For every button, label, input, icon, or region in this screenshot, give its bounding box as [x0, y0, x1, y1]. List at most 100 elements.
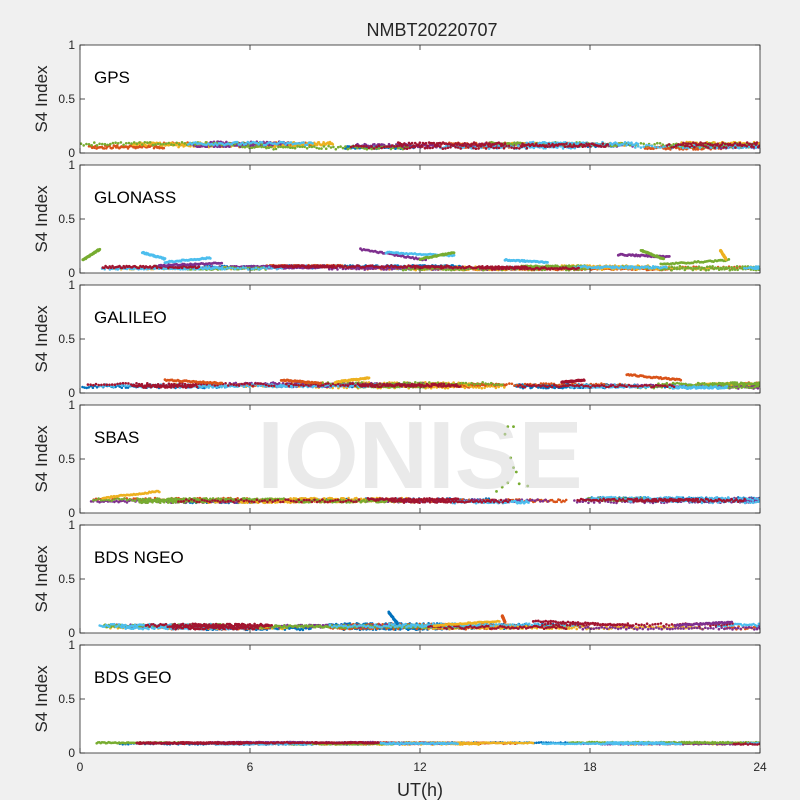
data-point	[212, 143, 215, 147]
data-point	[750, 145, 753, 148]
data-point	[436, 144, 440, 148]
data-points	[81, 247, 760, 272]
data-point	[409, 268, 413, 271]
data-point	[606, 143, 610, 146]
data-point	[636, 142, 640, 146]
data-point	[426, 144, 429, 147]
data-point	[341, 146, 345, 150]
data-point	[363, 147, 366, 150]
data-point	[738, 143, 742, 147]
data-point	[497, 146, 501, 150]
data-point	[720, 267, 724, 271]
data-point	[487, 145, 491, 148]
data-point	[310, 145, 314, 149]
data-point	[444, 268, 448, 272]
data-point	[357, 264, 361, 268]
data-point	[259, 267, 263, 270]
data-point	[382, 268, 386, 271]
data-point	[731, 268, 734, 271]
data-point	[254, 266, 258, 270]
data-point	[752, 145, 755, 149]
data-point	[439, 145, 442, 149]
data-point	[146, 141, 149, 144]
data-point	[672, 145, 676, 149]
data-point	[221, 142, 224, 146]
data-point	[463, 142, 467, 145]
data-point	[102, 266, 106, 270]
data-point	[404, 268, 408, 272]
data-point	[686, 144, 689, 147]
data-point	[743, 266, 746, 270]
data-point	[694, 267, 697, 270]
data-point	[143, 141, 147, 144]
data-point	[302, 141, 305, 144]
data-point	[279, 143, 282, 146]
data-point	[413, 267, 417, 270]
data-point	[450, 268, 453, 272]
data-point	[282, 141, 286, 144]
data-point	[275, 267, 279, 271]
data-point	[583, 145, 587, 148]
data-point	[122, 143, 125, 147]
data-point	[380, 265, 384, 268]
data-point	[692, 141, 695, 144]
data-point	[600, 145, 603, 148]
data-point	[723, 142, 727, 146]
data-point	[183, 142, 186, 145]
data-point	[722, 145, 726, 149]
data-point	[393, 267, 396, 270]
data-point	[253, 146, 256, 149]
data-point	[690, 144, 694, 147]
data-point	[684, 142, 688, 145]
data-point	[194, 143, 197, 146]
data-point	[388, 145, 391, 148]
data-point	[87, 143, 91, 146]
data-point	[339, 145, 342, 148]
data-point	[471, 142, 474, 146]
data-point	[454, 145, 457, 149]
data-point	[159, 142, 162, 146]
data-point	[431, 146, 434, 150]
data-point	[388, 265, 391, 269]
data-point	[418, 141, 422, 144]
data-point	[735, 265, 739, 268]
data-point	[369, 264, 372, 268]
data-point	[447, 268, 450, 271]
data-point	[274, 147, 278, 151]
data-point	[360, 145, 363, 148]
data-point	[336, 145, 340, 149]
data-point	[257, 145, 261, 148]
data-point	[525, 147, 529, 150]
data-point	[507, 144, 511, 148]
data-point	[395, 144, 399, 148]
data-point	[98, 247, 102, 251]
data-point	[571, 145, 574, 149]
data-point	[409, 264, 412, 268]
data-point	[477, 147, 480, 150]
data-point	[144, 144, 148, 147]
data-point	[205, 143, 208, 147]
data-point	[745, 145, 749, 148]
data-point	[162, 146, 166, 150]
data-point	[170, 143, 173, 146]
data-point	[687, 142, 690, 145]
data-point	[653, 143, 656, 146]
data-point	[130, 142, 133, 145]
data-point	[412, 265, 415, 268]
data-point	[371, 264, 374, 267]
data-point	[85, 142, 88, 146]
data-point	[390, 264, 393, 267]
data-point	[707, 268, 710, 272]
data-point	[732, 146, 735, 149]
data-point	[167, 141, 170, 145]
data-point	[154, 143, 157, 146]
data-point	[626, 267, 629, 270]
data-point	[682, 141, 685, 145]
data-point	[231, 267, 234, 270]
data-point	[646, 147, 649, 151]
data-point	[267, 146, 271, 149]
data-point	[262, 266, 266, 269]
data-point	[495, 146, 498, 149]
